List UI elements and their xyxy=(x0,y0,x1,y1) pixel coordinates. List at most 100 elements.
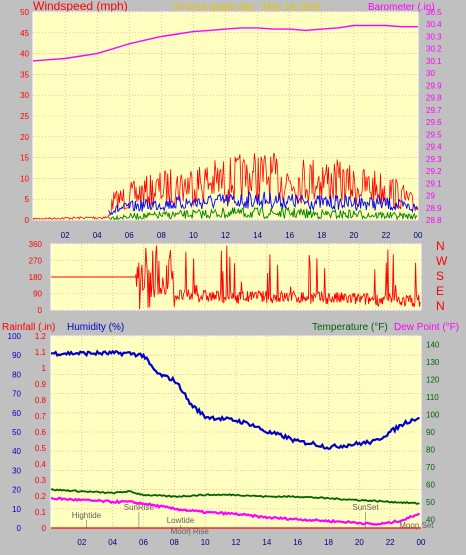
barometer-tick-label: 29.4 xyxy=(426,143,442,152)
humidity-temperature-series xyxy=(50,349,421,529)
windspeed-tick-label: 10 xyxy=(20,174,29,183)
x-tick-label: 10 xyxy=(201,538,210,547)
barometer-tick-label: 29.5 xyxy=(426,130,442,139)
barometer-tick-label: 30.5 xyxy=(426,8,442,17)
rainfall-tick-label: 1.2 xyxy=(35,332,47,341)
temperature-tick-label: 80 xyxy=(426,445,435,454)
barometer-tick-label: 30.3 xyxy=(426,32,442,41)
event-label: Lowtide xyxy=(167,516,195,525)
rainfall-tick-label: 0.3 xyxy=(35,476,47,485)
direction-tick-label: 360 xyxy=(29,240,43,249)
event-markers: Hightide SunRise Lowtide Moon Rise SunSet Moo… xyxy=(72,503,434,536)
humidity-tick-label: 60 xyxy=(12,409,21,418)
direction-tick-label: 180 xyxy=(29,273,43,282)
humidity-tick-label: 70 xyxy=(12,390,21,399)
windspeed-tick-label: 45 xyxy=(20,29,29,38)
humidity-line xyxy=(51,349,420,450)
rainfall-tick-label: 0.9 xyxy=(35,380,47,389)
x-tick-label: 08 xyxy=(157,231,166,240)
rainfall-tick-label: 0.5 xyxy=(35,444,47,453)
humidity-tick-label: 0 xyxy=(17,524,22,533)
direction-tick-label: 270 xyxy=(29,257,43,266)
wind-direction-series xyxy=(51,245,421,310)
x-tick-label: 02 xyxy=(61,231,70,240)
compass-label: S xyxy=(436,269,444,283)
direction-tick-label: 0 xyxy=(38,306,43,315)
x-tick-label: 12 xyxy=(221,231,230,240)
event-label: Moon Set xyxy=(399,521,434,530)
x-tick-label: 22 xyxy=(381,231,390,240)
wind-direction-line xyxy=(51,245,421,310)
x-tick-label: 20 xyxy=(349,231,358,240)
rainfall-tick-label: 1.1 xyxy=(35,348,47,357)
barometer-axis: 28.8 28.9 29 29.1 29.2 29.3 29.4 29.5 29.6 29.7 29… xyxy=(426,8,442,225)
wind-barometer-series xyxy=(32,24,419,221)
compass-label: N xyxy=(436,239,445,253)
dewpoint-header: Dew Point (°F) xyxy=(394,322,459,333)
x-tick-label: 12 xyxy=(232,538,241,547)
x-tick-label: 20 xyxy=(355,538,364,547)
humidity-tick-label: 10 xyxy=(12,505,21,514)
rainfall-tick-label: 1 xyxy=(42,364,47,373)
temperature-line xyxy=(50,488,420,505)
barometer-tick-label: 29.1 xyxy=(426,179,442,188)
temperature-tick-label: 100 xyxy=(426,411,440,420)
windspeed-header: Windspeed (mph) xyxy=(33,0,128,13)
temperature-tick-label: 40 xyxy=(426,515,435,524)
x-tick-label: 16 xyxy=(285,231,294,240)
barometer-tick-label: 29 xyxy=(426,192,435,201)
rainfall-tick-label: 0.4 xyxy=(35,460,47,469)
windspeed-tick-label: 20 xyxy=(20,133,29,142)
compass-label: N xyxy=(436,299,445,313)
wind-barometer-grid xyxy=(33,11,418,221)
event-label: Moon Rise xyxy=(171,527,210,536)
barometer-tick-label: 29.3 xyxy=(426,155,442,164)
rainfall-tick-label: 0.8 xyxy=(35,396,47,405)
x-tick-label: 06 xyxy=(139,538,148,547)
x-tick-label: 16 xyxy=(293,538,302,547)
windspeed-tick-label: 40 xyxy=(20,50,29,59)
x-tick-label: 00 xyxy=(414,231,423,240)
temperature-tick-label: 70 xyxy=(426,463,435,472)
humidity-tick-label: 20 xyxy=(12,486,21,495)
humidity-tick-label: 30 xyxy=(12,466,21,475)
humidity-tick-label: 80 xyxy=(12,370,21,379)
x-tick-label: 22 xyxy=(386,538,395,547)
humidity-temperature-x-axis: 02 04 06 08 10 12 14 16 18 20 22 00 xyxy=(77,538,426,547)
windspeed-tick-label: 50 xyxy=(20,8,29,17)
rainfall-tick-label: 0 xyxy=(42,524,47,533)
windspeed-tick-label: 0 xyxy=(25,216,30,225)
windspeed-tick-label: 35 xyxy=(20,70,29,79)
barometer-tick-label: 30.2 xyxy=(426,45,442,54)
wind-barometer-x-axis: 02 04 06 08 10 12 14 16 18 20 22 00 xyxy=(61,231,423,240)
wind-direction-axis: 0 90 180 270 360 xyxy=(29,240,43,315)
humidity-axis: 0 10 20 30 40 50 60 70 80 90 100 xyxy=(8,332,22,533)
x-tick-label: 10 xyxy=(189,231,198,240)
x-tick-label: 04 xyxy=(93,231,102,240)
compass-label: W xyxy=(436,254,448,268)
rainfall-axis: 0 0.1 0.2 0.3 0.4 0.5 0.6 0.7 0.8 0.9 1 1.1 1.2 xyxy=(35,332,47,533)
temperature-tick-label: 140 xyxy=(426,341,440,350)
temperature-tick-label: 90 xyxy=(426,428,435,437)
windspeed-tick-label: 25 xyxy=(20,112,29,121)
barometer-tick-label: 30.4 xyxy=(426,20,442,29)
rainfall-tick-label: 0.2 xyxy=(35,492,47,501)
event-label: SunSet xyxy=(352,503,379,512)
barometer-tick-label: 29.6 xyxy=(426,118,442,127)
x-tick-label: 18 xyxy=(317,231,326,240)
event-label: Hightide xyxy=(72,511,102,520)
rainfall-tick-label: 0.7 xyxy=(35,412,47,421)
barometer-tick-label: 30 xyxy=(426,69,435,78)
windspeed-tick-label: 30 xyxy=(20,91,29,100)
x-tick-label: 04 xyxy=(108,538,117,547)
humidity-tick-label: 90 xyxy=(12,351,21,360)
windspeed-low-line xyxy=(108,206,418,221)
x-tick-label: 06 xyxy=(125,231,134,240)
temperature-tick-label: 130 xyxy=(426,358,440,367)
direction-tick-label: 90 xyxy=(33,290,42,299)
x-tick-label: 14 xyxy=(253,231,262,240)
barometer-tick-label: 28.8 xyxy=(426,216,442,225)
barometer-tick-label: 29.2 xyxy=(426,167,442,176)
